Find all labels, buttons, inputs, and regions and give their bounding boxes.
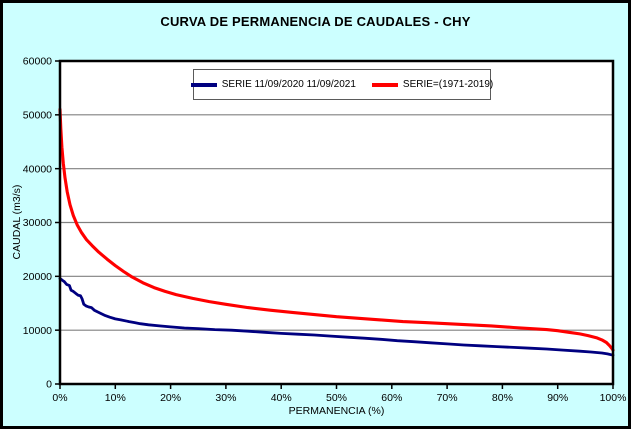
legend-line-swatch-blue xyxy=(190,82,217,87)
y-tick-label: 0 xyxy=(46,379,52,391)
x-axis-title: PERMANENCIA (%) xyxy=(288,405,385,417)
chart-title: CURVA DE PERMANENCIA DE CAUDALES - CHY xyxy=(160,14,471,29)
y-tick-label: 40000 xyxy=(23,163,52,175)
y-tick-label: 60000 xyxy=(23,56,52,68)
plot-area: 0 10000 20000 30000 40000 50000 60000 0% 10% 20% 3… xyxy=(23,56,627,404)
legend-label-serie-1971-2019: SERIE=(1971-2019) xyxy=(402,79,494,90)
y-tick-label: 30000 xyxy=(23,217,52,229)
x-tick-label: 0% xyxy=(52,392,67,404)
y-tick-label: 10000 xyxy=(23,325,52,337)
legend: SERIE 11/09/2020 11/09/2021 SERIE=(1971-… xyxy=(190,69,494,100)
y-tick-label: 20000 xyxy=(23,271,52,283)
x-tick-label: 100% xyxy=(600,392,627,404)
x-tick-label: 20% xyxy=(160,392,181,404)
legend-item-serie-2020-2021: SERIE 11/09/2020 11/09/2021 xyxy=(190,79,356,90)
x-tick-label: 30% xyxy=(215,392,236,404)
legend-item-serie-1971-2019: SERIE=(1971-2019) xyxy=(371,79,494,90)
x-tick-label: 10% xyxy=(105,392,126,404)
y-tick-label: 50000 xyxy=(23,110,52,122)
x-tick-label: 60% xyxy=(381,392,402,404)
legend-line-swatch-red xyxy=(371,82,398,87)
x-tick-label: 40% xyxy=(271,392,292,404)
x-tick-label: 50% xyxy=(326,392,347,404)
legend-label-serie-2020-2021: SERIE 11/09/2020 11/09/2021 xyxy=(221,79,356,90)
x-tick-label: 80% xyxy=(492,392,513,404)
x-tick-label: 90% xyxy=(547,392,568,404)
series-line-1 xyxy=(58,107,615,352)
series-line-0 xyxy=(58,277,615,357)
y-axis-title: CAUDAL (m3/s) xyxy=(11,184,23,260)
x-tick-label: 70% xyxy=(437,392,458,404)
